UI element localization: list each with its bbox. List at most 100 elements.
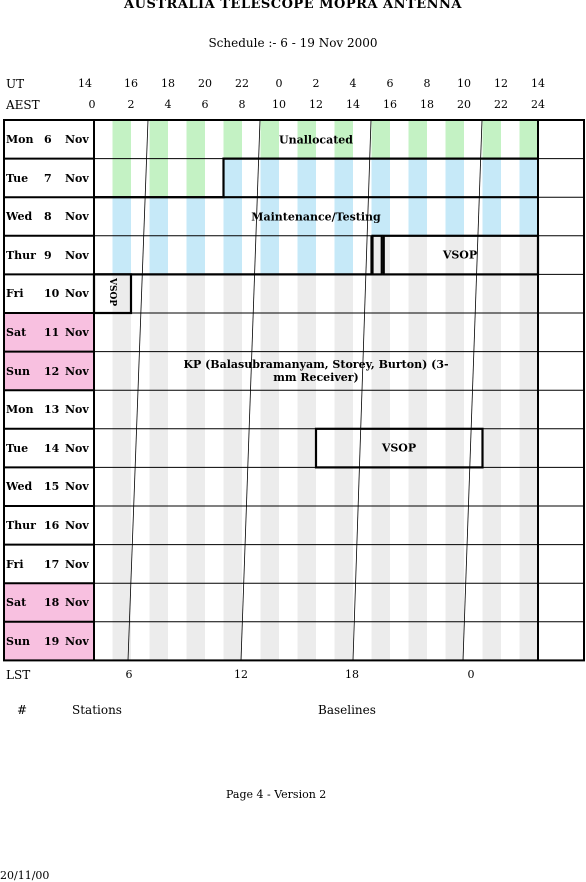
hour-stripe [371,120,390,159]
footer-page: Page 4 - Version 2 [226,788,327,801]
hour-stripe [445,120,464,159]
hour-stripe [334,390,353,429]
ut-tick: 14 [78,77,92,90]
day-month: Nov [65,480,89,494]
ut-tick: 4 [349,77,357,90]
day-name: Sat [6,326,27,339]
hour-stripe [223,506,242,545]
hour-stripe [482,158,501,198]
event-kp: KP (Balasubramanyam, Storey, Burton) (3-… [183,358,449,384]
vsop-block-fri [92,273,133,315]
hour-stripe [408,158,427,198]
day-name: Tue [6,171,29,185]
footer-hash: # [17,703,28,717]
hour-stripe [223,197,242,236]
ut-tick: 14 [531,77,545,90]
aest-tick: 0 [88,98,96,111]
footer-stations: Stations [72,703,122,717]
hour-stripe [186,197,205,236]
vsop-block-thu [382,234,540,276]
hour-stripe [112,544,131,584]
aest-tick: 20 [457,98,471,111]
aest-tick: 10 [272,98,286,111]
hour-stripe [297,274,316,313]
footer-baselines: Baselines [318,703,376,717]
hour-stripe [482,120,501,159]
hour-stripe [186,467,205,506]
hour-stripe [260,158,279,198]
hour-stripe [371,390,390,429]
hour-stripe [223,313,242,352]
day-date: 19 [44,634,60,648]
hour-stripe [408,274,427,313]
hour-stripe [519,428,538,468]
small-block-thu [371,234,383,276]
day-name: Sun [6,364,30,378]
event-vsop-fri: VSOP [107,278,117,307]
hour-stripe [149,544,168,584]
ut-tick: 2 [312,77,320,90]
hour-stripe [186,583,205,622]
hour-stripe [519,313,538,352]
hour-stripe [445,467,464,506]
ut-tick: 0 [275,77,283,90]
hour-stripe [260,583,279,622]
ut-tick: 10 [457,77,471,90]
hour-stripe [519,274,538,313]
day-name: Thur [6,248,36,262]
hour-stripe [186,274,205,313]
hour-stripe [445,621,464,661]
day-name: Wed [6,210,33,224]
weekend-cell [4,583,94,622]
hour-stripe [223,583,242,622]
hour-stripe [519,506,538,545]
hour-stripe [112,583,131,622]
aest-tick: 24 [531,98,545,111]
ut-tick: 8 [423,77,431,90]
hour-stripe [445,158,464,198]
hour-stripe [482,467,501,506]
hour-stripe [519,467,538,506]
weekend-cell [4,313,94,352]
hour-stripe [149,313,168,352]
hour-stripe [186,428,205,468]
day-name: Fri [6,287,24,301]
hour-stripe [519,544,538,584]
hour-stripe [223,544,242,584]
hour-stripe [260,428,279,468]
hour-stripe [112,351,131,391]
day-name: Tue [6,441,29,455]
day-date: 18 [44,596,60,610]
hour-stripe [408,621,427,661]
hour-stripe [223,390,242,429]
hour-stripe [519,120,538,159]
hour-stripe [371,197,390,236]
aest-tick: 8 [238,98,246,111]
hour-stripe [112,506,131,545]
lst-line [127,119,149,661]
hour-stripe [297,506,316,545]
hour-stripe [260,621,279,661]
hour-stripe [149,274,168,313]
hour-stripe [223,428,242,468]
hour-stripe [149,158,168,198]
hour-stripe [482,390,501,429]
aest-tick: 4 [164,98,172,111]
aest-tick: 18 [420,98,434,111]
weekend-cell [4,621,94,661]
weekend-cell [4,351,94,391]
hour-stripe [260,467,279,506]
hour-stripe [186,158,205,198]
hour-stripe [482,621,501,661]
day-date: 8 [44,210,52,224]
hour-stripe [260,506,279,545]
ut-tick: 6 [386,77,394,90]
hour-stripe [445,351,464,391]
day-month: Nov [65,519,89,532]
hour-stripe [112,235,131,275]
hour-stripe [408,235,427,275]
hour-stripe [445,197,464,236]
hour-stripe [297,313,316,352]
lst-tick: 18 [345,668,359,681]
aest-label: AEST [6,98,40,112]
